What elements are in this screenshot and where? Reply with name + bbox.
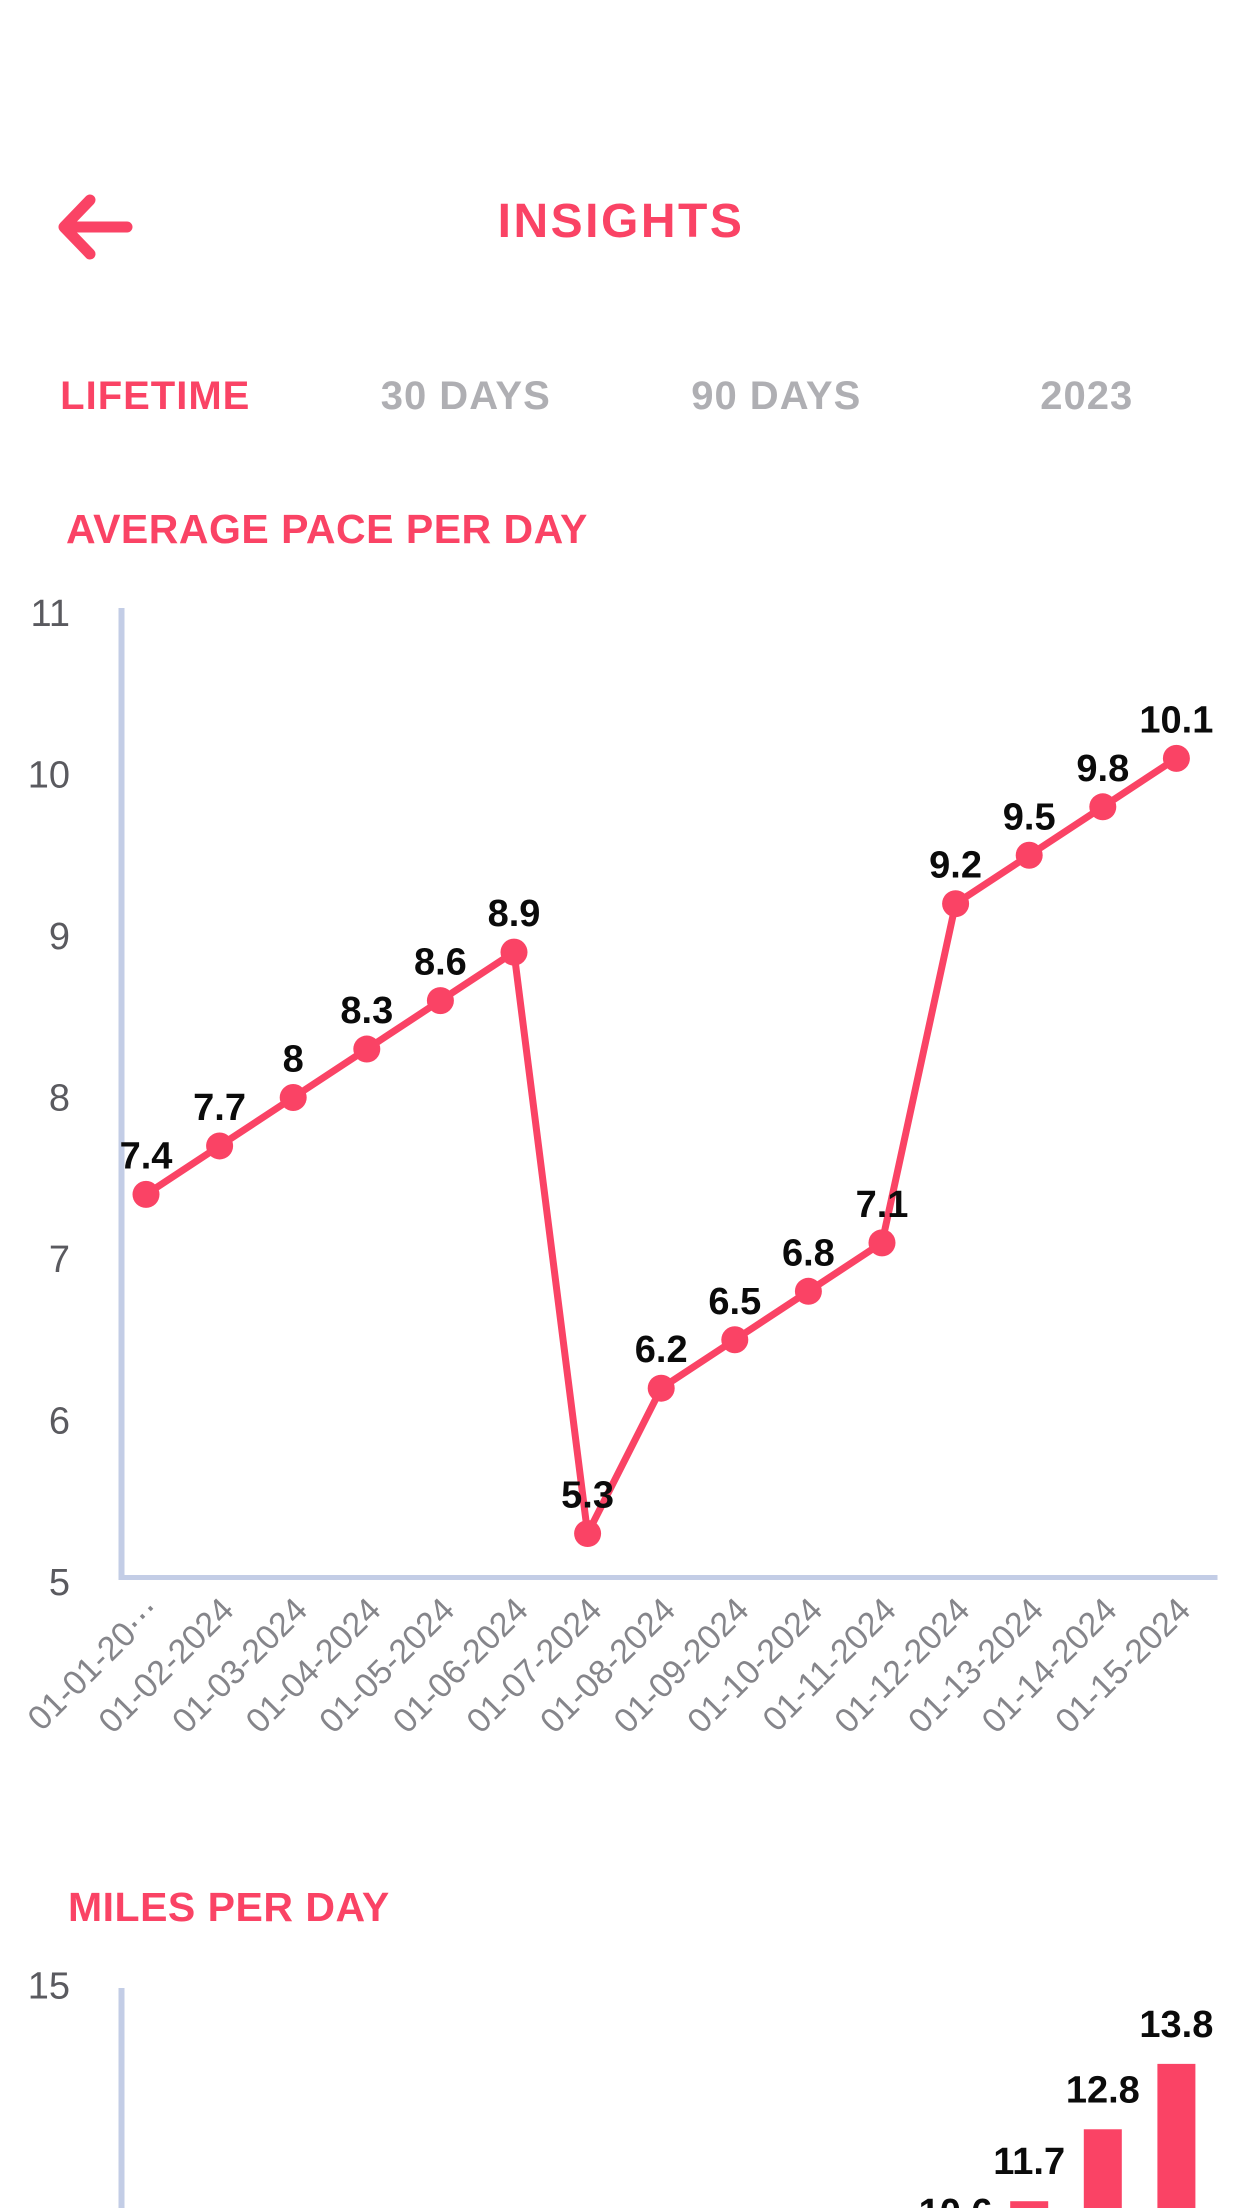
point-value-label: 7.1 bbox=[856, 1184, 909, 1226]
tab-90-days[interactable]: 90 DAYS bbox=[691, 374, 862, 418]
period-tabs: LIFETIME 30 DAYS 90 DAYS 2023 bbox=[0, 368, 1242, 424]
pace-chart-title: AVERAGE PACE PER DAY bbox=[66, 506, 588, 552]
y-tick-label: 11 bbox=[31, 593, 70, 635]
y-tick-label: 5 bbox=[49, 1562, 70, 1604]
x-axis-line bbox=[118, 1575, 1218, 1580]
data-point bbox=[1162, 744, 1190, 772]
miles-bar-chart: 15 10.611.712.8 13.8 bbox=[28, 1965, 1213, 2208]
y-axis-line bbox=[118, 1988, 125, 2208]
bar-value-label: 11.7 bbox=[993, 2141, 1065, 2183]
data-point bbox=[574, 1520, 602, 1548]
tab-30-days[interactable]: 30 DAYS bbox=[380, 374, 551, 418]
y-tick-label: 6 bbox=[49, 1401, 70, 1443]
data-point bbox=[1089, 793, 1117, 821]
y-tick-label: 8 bbox=[49, 1078, 70, 1120]
point-value-label: 7.7 bbox=[193, 1087, 246, 1129]
data-point bbox=[500, 938, 528, 966]
data-point bbox=[132, 1180, 160, 1208]
pace-line bbox=[144, 755, 1179, 1538]
bar bbox=[1010, 2201, 1049, 2208]
pace-line-chart: 11 10 9 8 7 6 5 7.4 7.7 8 8.3 8.6 8.9 5.3 6.2 6.5 6.8 7.1… bbox=[21, 593, 1218, 1741]
point-value-label: 6.8 bbox=[782, 1232, 835, 1274]
data-point bbox=[279, 1084, 307, 1111]
data-point bbox=[206, 1132, 234, 1160]
back-arrow-icon[interactable] bbox=[56, 190, 140, 266]
data-point bbox=[1015, 841, 1043, 869]
tab-2023[interactable]: 2023 bbox=[1040, 374, 1134, 418]
page-title: INSIGHTS bbox=[497, 195, 745, 248]
bar bbox=[1157, 2063, 1196, 2208]
point-value-label: 5.3 bbox=[561, 1475, 614, 1517]
point-value-label: 7.4 bbox=[120, 1135, 173, 1177]
data-point bbox=[647, 1374, 675, 1402]
y-tick-label: 9 bbox=[49, 916, 70, 958]
point-value-label: 8.3 bbox=[340, 990, 393, 1032]
data-point bbox=[721, 1326, 749, 1354]
bar-value-label: 12.8 bbox=[1066, 2069, 1140, 2111]
point-value-label: 9.5 bbox=[1003, 796, 1056, 838]
point-value-label: 9.2 bbox=[929, 845, 982, 887]
data-point bbox=[353, 1035, 381, 1063]
point-value-label: 6.2 bbox=[635, 1329, 688, 1371]
data-point bbox=[942, 890, 970, 918]
bar bbox=[1083, 2129, 1122, 2208]
y-axis-line bbox=[118, 608, 125, 1578]
point-value-label: 8 bbox=[283, 1039, 304, 1081]
data-point bbox=[794, 1277, 822, 1305]
y-tick-label: 7 bbox=[49, 1239, 70, 1281]
point-value-label: 8.6 bbox=[414, 942, 467, 984]
y-tick-label: 15 bbox=[28, 1965, 70, 2007]
point-value-label: 6.5 bbox=[708, 1281, 761, 1323]
point-value-label: 10.1 bbox=[1139, 699, 1213, 741]
y-tick-label: 10 bbox=[28, 755, 70, 797]
bar-value-label: 10.6 bbox=[919, 2192, 993, 2208]
miles-chart-title: MILES PER DAY bbox=[68, 1884, 390, 1930]
bar-value-label: 13.8 bbox=[1139, 2004, 1213, 2046]
data-point bbox=[426, 987, 454, 1015]
point-value-label: 9.8 bbox=[1076, 748, 1129, 790]
tab-lifetime[interactable]: LIFETIME bbox=[60, 374, 251, 418]
data-point bbox=[868, 1229, 896, 1257]
point-value-label: 8.9 bbox=[488, 893, 541, 935]
